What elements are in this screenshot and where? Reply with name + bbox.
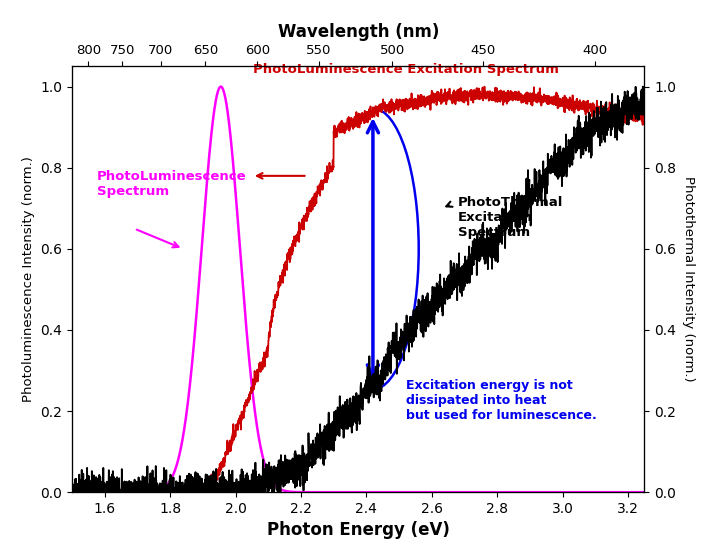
Text: Excitation energy is not
dissipated into heat
but used for luminescence.: Excitation energy is not dissipated into… (405, 379, 596, 421)
Text: PhotoThermal
Excitation
Spectrum: PhotoThermal Excitation Spectrum (458, 196, 563, 239)
Text: PhotoLuminescence
Spectrum: PhotoLuminescence Spectrum (96, 170, 246, 198)
Text: PhotoLuminescence Excitation Spectrum: PhotoLuminescence Excitation Spectrum (253, 64, 559, 76)
Y-axis label: Photothermal Intensity (norm.): Photothermal Intensity (norm.) (682, 176, 695, 382)
X-axis label: Wavelength (nm): Wavelength (nm) (277, 23, 439, 41)
X-axis label: Photon Energy (eV): Photon Energy (eV) (267, 521, 449, 539)
Y-axis label: Photoluminescence Intensity (norm.): Photoluminescence Intensity (norm.) (22, 156, 35, 402)
